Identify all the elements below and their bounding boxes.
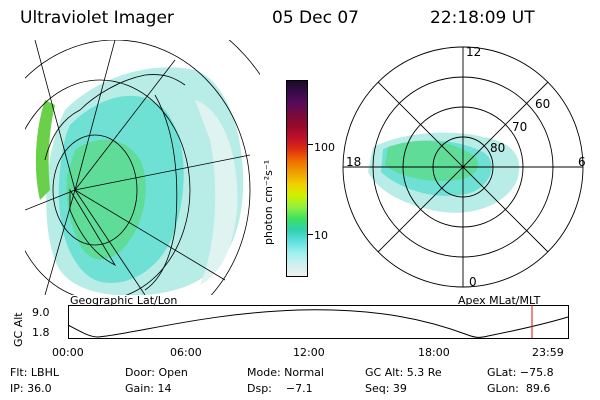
mlat-label-60: 60 [535, 97, 551, 111]
altitude-ylabel: GC Alt [12, 312, 25, 347]
status-glon: GLon: 89.6 [487, 382, 551, 395]
status-gain: Gain: 14 [125, 382, 172, 395]
apex-caption: Apex MLat/MLT [458, 294, 541, 307]
status-dsp: Dsp: −7.1 [247, 382, 313, 395]
colorbar-tick-100: 100 [314, 141, 335, 154]
colorbar-unit-label: photon cm⁻²s⁻¹ [262, 159, 275, 245]
geographic-image [25, 40, 260, 295]
status-ip: IP: 36.0 [10, 382, 52, 395]
status-glat: GLat: −75.8 [487, 366, 554, 379]
altitude-ytick-low: 1.8 [32, 326, 50, 339]
date-label: 05 Dec 07 [272, 8, 359, 28]
status-filter: Flt: LBHL [10, 366, 59, 379]
time-tick-4: 23:59 [532, 346, 564, 359]
mlt-label-12: 12 [466, 45, 482, 59]
status-mode: Mode: Normal [247, 366, 324, 379]
instrument-title: Ultraviolet Imager [20, 8, 174, 28]
status-seq: Seq: 39 [365, 382, 407, 395]
mlat-label-80: 80 [490, 141, 506, 155]
colorbar [286, 80, 308, 277]
mlt-label-0: 0 [469, 275, 477, 289]
status-door: Door: Open [125, 366, 188, 379]
time-tick-3: 18:00 [418, 346, 450, 359]
mlt-label-6: 6 [578, 155, 586, 169]
mlt-label-18: 18 [346, 155, 362, 169]
altitude-plot [68, 305, 569, 339]
altitude-ytick-high: 9.0 [32, 306, 50, 319]
time-tick-0: 00:00 [52, 346, 84, 359]
polar-plot [342, 46, 584, 288]
time-tick-2: 12:00 [293, 346, 325, 359]
time-label: 22:18:09 UT [430, 8, 535, 28]
time-tick-1: 06:00 [170, 346, 202, 359]
status-gc-alt: GC Alt: 5.3 Re [365, 366, 442, 379]
mlat-label-70: 70 [512, 120, 528, 134]
colorbar-tick-10: 10 [314, 229, 328, 242]
geographic-caption: Geographic Lat/Lon [70, 294, 178, 307]
